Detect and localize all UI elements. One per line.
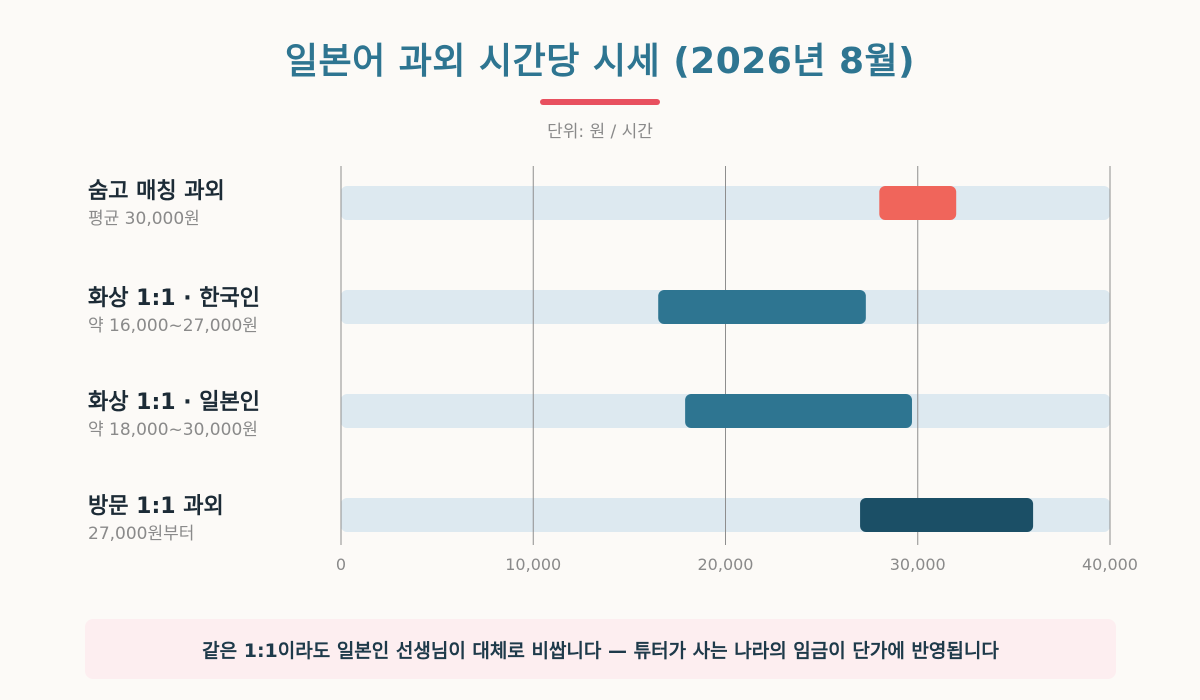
x-tick-label: 40,000 bbox=[1082, 555, 1138, 574]
footnote-text: 같은 1:1이라도 일본인 선생님이 대체로 비쌉니다 — 튜터가 사는 나라의… bbox=[202, 639, 999, 662]
row-label-online-korean: 화상 1:1 · 한국인 약 16,000~27,000원 bbox=[88, 284, 338, 338]
range-bar-2 bbox=[685, 394, 912, 428]
row-label-online-japanese: 화상 1:1 · 일본인 약 18,000~30,000원 bbox=[88, 388, 338, 442]
range-bar-3 bbox=[860, 498, 1034, 532]
x-tick-label: 30,000 bbox=[890, 555, 946, 574]
x-tick-label: 20,000 bbox=[698, 555, 754, 574]
chart-subtitle: 단위: 원 / 시간 bbox=[547, 122, 653, 142]
row-label-visit: 방문 1:1 과외 27,000원부터 bbox=[88, 492, 338, 546]
range-bar-0 bbox=[879, 186, 957, 220]
x-tick-label: 10,000 bbox=[505, 555, 561, 574]
footnote-box: 같은 1:1이라도 일본인 선생님이 대체로 비쌉니다 — 튜터가 사는 나라의… bbox=[85, 619, 1116, 679]
row-name: 숨고 매칭 과외 bbox=[88, 179, 225, 204]
row-name: 화상 1:1 · 한국인 bbox=[88, 286, 260, 311]
row-detail: 27,000원부터 bbox=[88, 524, 195, 544]
chart-title: 일본어 과외 시간당 시세 (2026년 8월) bbox=[284, 41, 916, 82]
range-bar-1 bbox=[658, 290, 866, 324]
x-tick-label: 0 bbox=[336, 555, 346, 574]
row-detail: 평균 30,000원 bbox=[88, 209, 200, 229]
row-detail: 약 16,000~27,000원 bbox=[88, 316, 258, 336]
row-name: 방문 1:1 과외 bbox=[88, 494, 224, 519]
row-detail: 약 18,000~30,000원 bbox=[88, 420, 258, 440]
row-label-soomgo: 숨고 매칭 과외 평균 30,000원 bbox=[88, 177, 338, 231]
row-name: 화상 1:1 · 일본인 bbox=[88, 390, 260, 415]
title-accent-bar bbox=[540, 99, 660, 105]
